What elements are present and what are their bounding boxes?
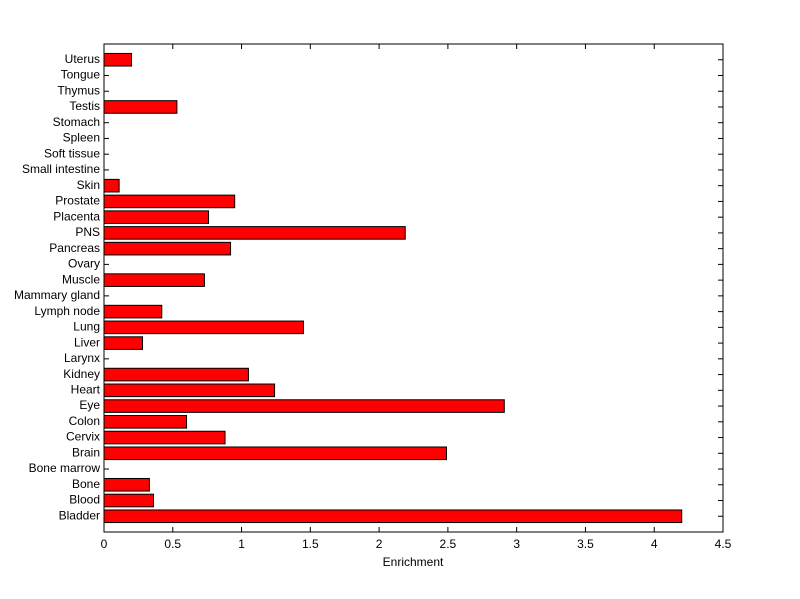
y-tick-label: PNS	[75, 225, 100, 239]
y-tick-label: Larynx	[64, 351, 100, 365]
y-tick-label: Mammary gland	[14, 288, 100, 302]
y-tick-label: Thymus	[57, 83, 100, 97]
x-tick-label: 3.5	[577, 537, 594, 551]
y-tick-label: Kidney	[63, 367, 100, 381]
y-tick-label: Lymph node	[34, 304, 100, 318]
bar	[103, 430, 226, 445]
bar	[103, 178, 120, 193]
bar	[103, 415, 188, 429]
y-tick-label: Cervix	[66, 430, 100, 444]
y-tick-label: Spleen	[63, 131, 100, 145]
y-tick-label: Testis	[69, 99, 100, 113]
y-tick-label: Heart	[71, 382, 101, 396]
y-tick-label: Uterus	[65, 52, 100, 66]
bar	[103, 273, 205, 287]
y-tick-label: Stomach	[53, 115, 100, 129]
y-tick-label: Bone	[72, 477, 100, 491]
bar	[103, 446, 448, 461]
bar	[103, 194, 236, 209]
y-tick-label: Prostate	[55, 194, 100, 208]
bar	[103, 100, 178, 114]
x-tick-label: 3	[513, 537, 520, 551]
x-tick-label: 4.5	[715, 537, 732, 551]
bar	[103, 383, 276, 398]
bar	[103, 477, 150, 492]
x-tick-label: 2.5	[440, 537, 457, 551]
y-tick-label: Placenta	[53, 209, 100, 223]
x-tick-label: 4	[651, 537, 658, 551]
x-tick-label: 0.5	[164, 537, 181, 551]
bar	[103, 399, 505, 413]
y-tick-label: Colon	[69, 414, 100, 428]
y-tick-label: Liver	[74, 335, 100, 349]
bar	[103, 509, 683, 524]
x-tick-label: 2	[376, 537, 383, 551]
y-tick-label: Blood	[69, 493, 100, 507]
bar	[103, 304, 163, 319]
x-tick-label: 0	[101, 537, 108, 551]
bar	[103, 241, 232, 256]
y-tick-label: Muscle	[62, 272, 100, 286]
y-tick-label: Brain	[72, 445, 100, 459]
y-tick-label: Bladder	[59, 508, 100, 522]
x-tick-label: 1	[238, 537, 245, 551]
bar	[103, 226, 406, 240]
bar	[103, 210, 210, 224]
x-axis-label: Enrichment	[383, 555, 444, 569]
x-tick-label: 1.5	[302, 537, 319, 551]
bar	[103, 493, 155, 508]
y-tick-label: Skin	[77, 178, 100, 192]
bar	[103, 52, 133, 67]
y-tick-label: Pancreas	[49, 241, 100, 255]
bar	[103, 336, 144, 350]
bar	[103, 320, 304, 335]
y-tick-label: Bone marrow	[29, 461, 101, 475]
bar	[103, 367, 249, 382]
y-tick-label: Tongue	[61, 68, 101, 82]
y-tick-label: Eye	[79, 398, 100, 412]
y-tick-label: Soft tissue	[44, 146, 100, 160]
y-tick-label: Ovary	[68, 257, 100, 271]
y-tick-label: Lung	[73, 320, 100, 334]
y-tick-label: Small intestine	[22, 162, 100, 176]
